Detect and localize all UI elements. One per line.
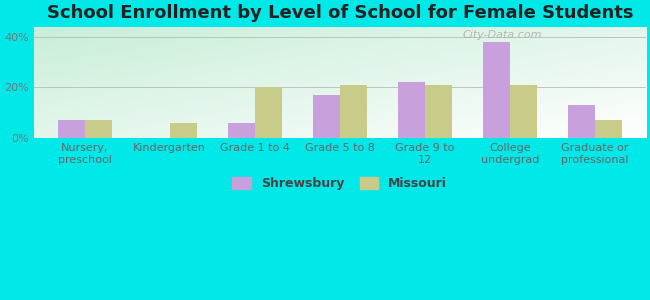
Bar [255, 87, 282, 138]
Bar [482, 42, 510, 138]
Bar [567, 105, 595, 138]
Title: School Enrollment by Level of School for Female Students: School Enrollment by Level of School for… [47, 4, 633, 22]
Bar [398, 82, 425, 138]
Bar [595, 120, 622, 138]
Bar [510, 85, 537, 138]
Bar [340, 85, 367, 138]
Text: City-Data.com: City-Data.com [462, 30, 541, 40]
Bar [170, 123, 197, 138]
Legend: Shrewsbury, Missouri: Shrewsbury, Missouri [226, 171, 454, 196]
Bar [58, 120, 84, 138]
Bar [227, 123, 255, 138]
Bar [84, 120, 112, 138]
Bar [313, 95, 340, 138]
Bar [425, 85, 452, 138]
